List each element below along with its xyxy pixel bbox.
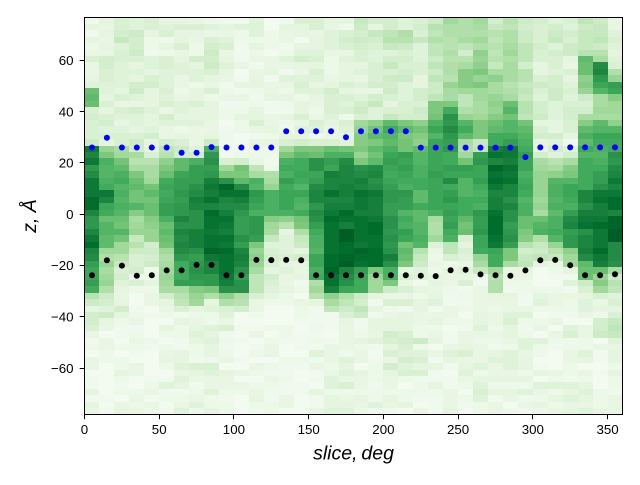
svg-text:20: 20 xyxy=(59,156,74,171)
svg-text:slice, deg: slice, deg xyxy=(313,443,394,465)
svg-text:0: 0 xyxy=(66,207,73,222)
svg-text:z, Å: z, Å xyxy=(18,199,41,234)
svg-text:0: 0 xyxy=(81,422,88,437)
svg-text:−20: −20 xyxy=(51,258,74,273)
svg-text:300: 300 xyxy=(522,422,544,437)
svg-text:200: 200 xyxy=(372,422,394,437)
svg-text:100: 100 xyxy=(223,422,245,437)
svg-text:−40: −40 xyxy=(51,310,74,325)
svg-text:250: 250 xyxy=(447,422,469,437)
svg-text:−60: −60 xyxy=(51,361,74,376)
svg-text:40: 40 xyxy=(59,104,74,119)
svg-text:50: 50 xyxy=(152,422,167,437)
svg-text:60: 60 xyxy=(59,53,74,68)
svg-text:350: 350 xyxy=(597,422,619,437)
svg-text:150: 150 xyxy=(298,422,320,437)
